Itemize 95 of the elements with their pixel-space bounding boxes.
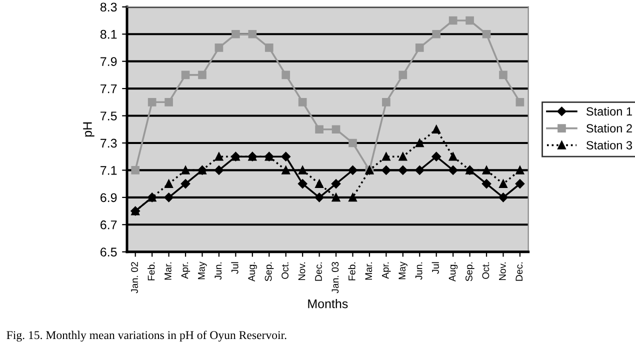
point	[448, 166, 458, 175]
y-tick-label: 6.5	[100, 248, 117, 256]
point	[248, 30, 257, 38]
point	[298, 98, 307, 106]
point	[164, 192, 174, 202]
point	[516, 98, 524, 106]
point	[482, 30, 491, 38]
point	[382, 166, 391, 175]
point	[499, 180, 508, 188]
point	[281, 152, 290, 162]
point	[264, 44, 274, 52]
x-tick-label: Jan. 03	[332, 262, 339, 294]
x-tick-label: Apr.	[382, 262, 391, 279]
y-tick-label: 8.1	[100, 30, 117, 39]
x-tick-label: Jun.	[214, 262, 222, 280]
point	[131, 166, 140, 174]
x-tick-label: Apr.	[181, 262, 190, 279]
point	[432, 125, 441, 134]
x-tick-label: Jun.	[415, 262, 422, 280]
y-axis-title: pH	[83, 122, 94, 137]
point	[298, 166, 307, 174]
y-tick-label: 7.7	[100, 84, 117, 94]
point	[498, 192, 508, 202]
x-tick-label: Nov.	[298, 262, 306, 280]
x-tick-label: Feb.	[148, 262, 155, 280]
point	[515, 179, 525, 188]
caption: Fig. 15. Monthly mean variations in pH of Oyun Reservoir.	[6, 330, 286, 342]
point	[332, 125, 340, 134]
y-tick-label: 7.9	[100, 57, 117, 66]
point	[315, 180, 324, 188]
point	[382, 98, 390, 106]
point	[482, 166, 491, 174]
y-tick-label: 6.9	[100, 193, 117, 202]
point	[331, 179, 341, 188]
legend-label: Station 1	[586, 106, 632, 116]
point	[332, 193, 340, 202]
point	[214, 152, 224, 161]
x-tick-label: Aug.	[248, 262, 257, 282]
x-tick-label: Dec.	[315, 262, 322, 281]
point	[432, 30, 441, 38]
point	[148, 98, 156, 106]
x-tick-label: May	[198, 262, 207, 280]
point	[398, 152, 408, 161]
x-tick-label: May	[398, 262, 408, 280]
point	[181, 166, 190, 174]
x-tick-label: Jul	[231, 262, 238, 274]
y-tick-label: 7.1	[100, 166, 117, 175]
point	[348, 193, 357, 202]
point	[382, 152, 390, 161]
point	[180, 179, 190, 188]
x-axis-title: Months	[308, 299, 348, 308]
x-tick-label: Nov.	[499, 262, 506, 280]
x-tick-label: Oct.	[482, 262, 490, 279]
point	[448, 152, 458, 161]
point	[198, 70, 206, 80]
y-tick-label: 7.3	[100, 138, 117, 148]
x-tick-label: Sep.	[466, 262, 474, 282]
point	[214, 44, 224, 52]
point	[314, 192, 324, 202]
x-tick-label: Jul	[432, 262, 439, 274]
point	[232, 30, 240, 38]
point	[482, 179, 492, 188]
point	[348, 166, 358, 175]
y-tick-label: 8.3	[100, 2, 117, 12]
point	[181, 70, 190, 80]
legend-label: Station 2	[586, 124, 632, 133]
x-tick-label: Feb.	[348, 262, 356, 280]
point	[415, 44, 424, 52]
point	[432, 152, 441, 162]
point	[282, 70, 290, 80]
point	[448, 16, 458, 25]
point	[164, 98, 173, 106]
point	[415, 166, 424, 175]
x-tick-label: Mar.	[164, 262, 172, 280]
x-tick-label: Sep.	[264, 262, 274, 282]
x-tick-label: Mar.	[365, 262, 372, 280]
point	[398, 166, 408, 175]
x-tick-label: Dec.	[516, 262, 523, 281]
point	[415, 138, 424, 148]
point	[214, 166, 224, 175]
point	[499, 70, 508, 80]
x-tick-label: Aug.	[448, 262, 458, 282]
point	[348, 138, 357, 148]
y-tick-label: 7.5	[100, 112, 117, 120]
point	[398, 70, 408, 80]
point	[282, 166, 290, 174]
x-tick-label: Oct.	[282, 262, 288, 279]
point	[466, 16, 474, 25]
point	[164, 180, 173, 188]
y-tick-label: 6.7	[100, 220, 117, 230]
x-tick-label: Jan. 02	[131, 262, 138, 294]
point	[516, 166, 524, 174]
legend-label: Station 3	[586, 140, 632, 150]
point	[298, 179, 308, 188]
point	[315, 125, 324, 134]
